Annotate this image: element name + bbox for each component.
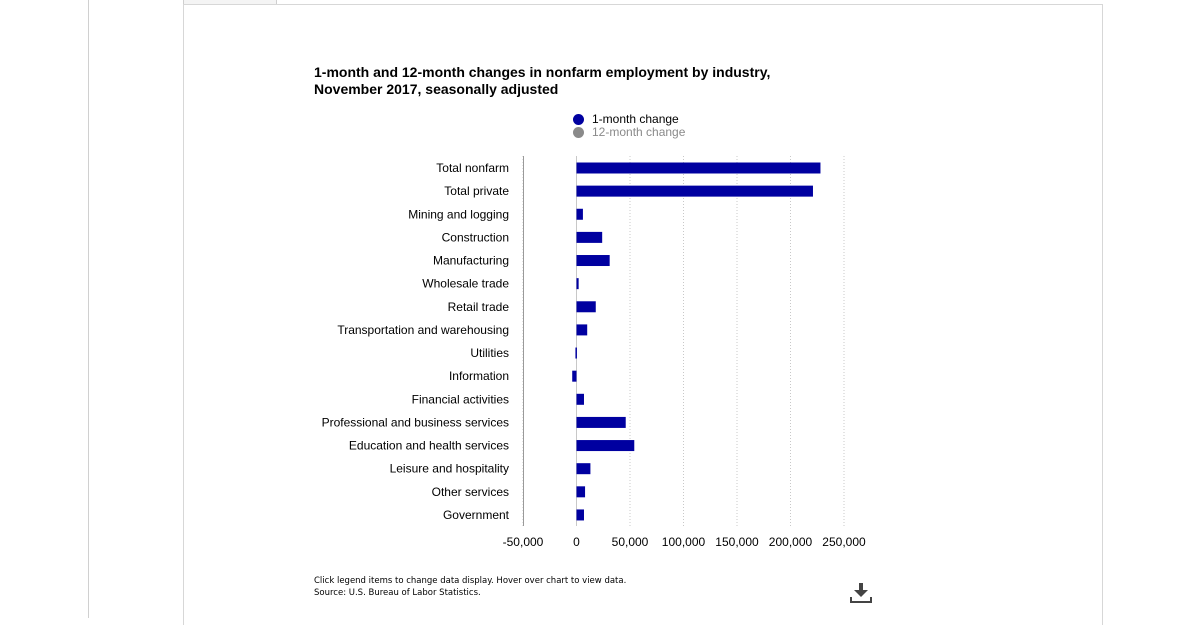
category-label: Transportation and warehousing xyxy=(337,323,509,337)
page-frame xyxy=(88,0,1191,618)
category-label: Professional and business services xyxy=(322,415,509,429)
bar[interactable] xyxy=(576,255,610,267)
chart-container xyxy=(183,4,1103,625)
bar[interactable] xyxy=(576,440,635,452)
bar[interactable] xyxy=(576,278,579,290)
bar[interactable] xyxy=(572,370,577,382)
category-label: Retail trade xyxy=(448,300,510,314)
category-label: Financial activities xyxy=(412,392,509,406)
legend-label-12-month: 12-month change xyxy=(592,125,686,139)
bar[interactable] xyxy=(576,393,584,405)
bar[interactable] xyxy=(576,231,603,243)
legend-label-1-month: 1-month change xyxy=(592,112,679,126)
category-label: Utilities xyxy=(470,346,509,360)
x-tick-label: 150,000 xyxy=(715,535,759,549)
bar[interactable] xyxy=(576,486,586,498)
x-tick-label: 200,000 xyxy=(769,535,813,549)
chart-footnote: Click legend items to change data displa… xyxy=(314,575,626,599)
bar[interactable] xyxy=(576,324,588,336)
bar[interactable] xyxy=(575,347,577,359)
bar[interactable] xyxy=(576,208,583,220)
bar[interactable] xyxy=(576,509,584,521)
bar[interactable] xyxy=(576,301,596,313)
download-icon xyxy=(850,583,872,603)
category-label: Construction xyxy=(442,230,509,244)
legend-marker-12-month xyxy=(573,127,584,138)
x-tick-label: 100,000 xyxy=(662,535,706,549)
bar[interactable] xyxy=(576,162,821,174)
bar[interactable] xyxy=(576,416,626,428)
bar[interactable] xyxy=(576,463,591,475)
x-tick-label: 50,000 xyxy=(612,535,649,549)
chart-title: 1-month and 12-month changes in nonfarm … xyxy=(314,64,771,97)
category-label: Other services xyxy=(432,485,509,499)
legend-item-12-month[interactable]: 12-month change xyxy=(573,126,685,139)
category-label: Government xyxy=(443,508,510,522)
category-label: Wholesale trade xyxy=(422,277,509,291)
category-label: Mining and logging xyxy=(408,207,509,221)
category-label: Manufacturing xyxy=(433,254,509,268)
category-label: Leisure and hospitality xyxy=(390,462,509,476)
download-button[interactable] xyxy=(849,580,873,604)
footnote-instructions: Click legend items to change data displa… xyxy=(314,576,627,586)
x-tick-label: -50,000 xyxy=(503,535,544,549)
x-tick-label: 250,000 xyxy=(822,535,866,549)
chart-legend: 1-month change 12-month change xyxy=(573,113,685,139)
legend-item-1-month[interactable]: 1-month change xyxy=(573,113,685,126)
category-label: Total private xyxy=(444,184,509,198)
bar[interactable] xyxy=(576,185,813,197)
category-label: Total nonfarm xyxy=(436,161,509,175)
legend-marker-1-month xyxy=(573,114,584,125)
x-tick-label: 0 xyxy=(573,535,580,549)
footnote-source: Source: U.S. Bureau of Labor Statistics. xyxy=(314,588,481,598)
category-label: Information xyxy=(449,369,509,383)
category-label: Education and health services xyxy=(349,439,509,453)
chart-plot[interactable]: Total nonfarm Total private Mining and log… xyxy=(0,0,1192,606)
